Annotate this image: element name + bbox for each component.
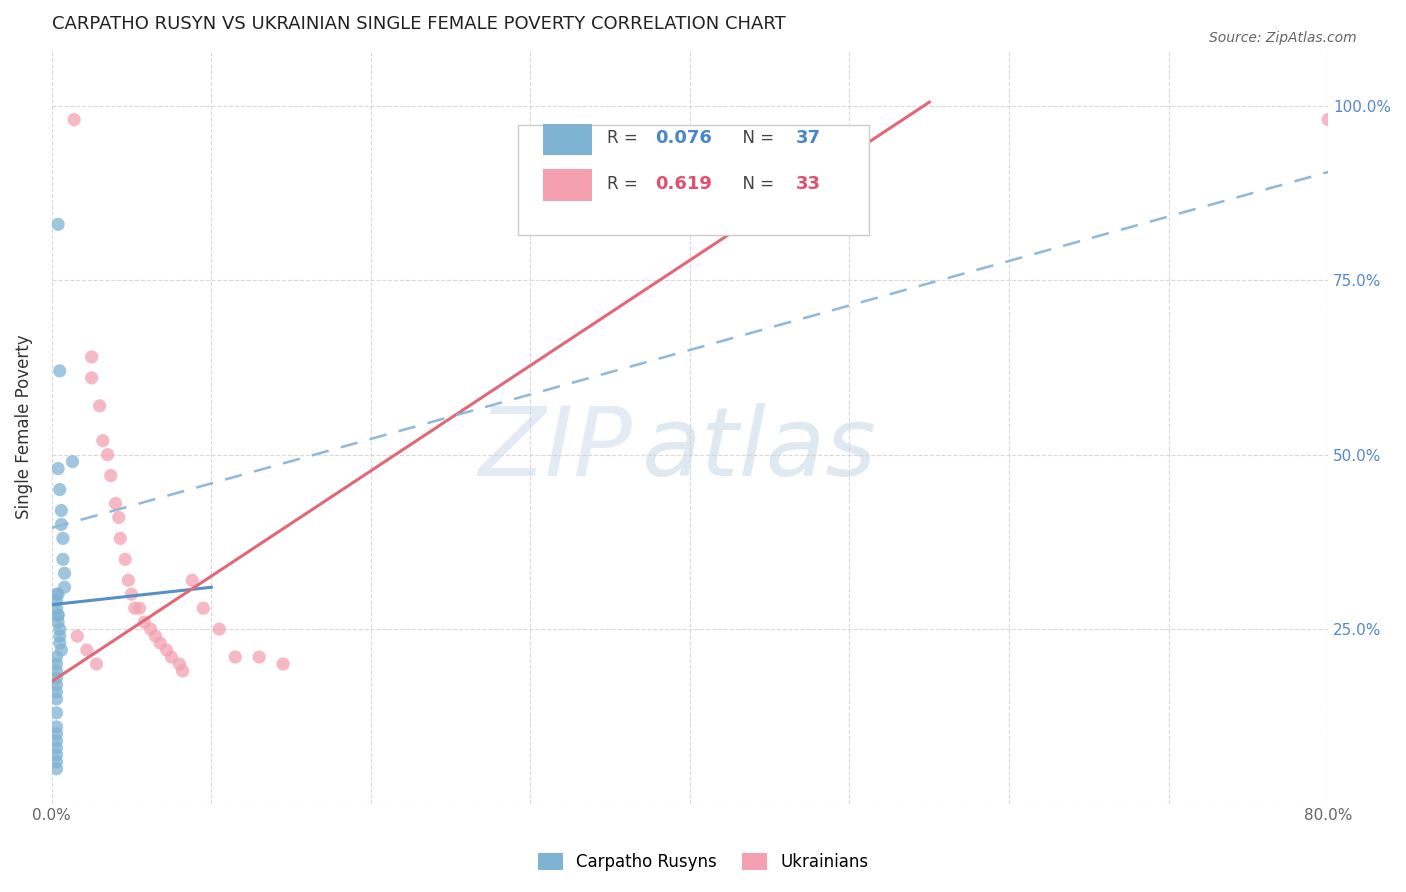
Point (134, 615, 156, 629)
Point (145, 629, 167, 643)
Point (172, 664, 194, 678)
Text: 0.619: 0.619 (655, 175, 713, 193)
Point (48, 364, 70, 378)
Point (51, 643, 73, 657)
Point (45, 671, 67, 685)
Point (208, 622, 231, 636)
Point (62, 455, 84, 469)
Point (66, 629, 89, 643)
Point (51, 503, 73, 517)
Point (80, 350, 103, 364)
Point (91, 434, 114, 448)
Point (160, 650, 183, 665)
Point (45, 720, 67, 734)
Text: ZIP: ZIP (478, 403, 633, 496)
Point (121, 587, 143, 601)
Point (48, 483, 70, 497)
Point (45, 747, 67, 762)
Point (45, 657, 67, 671)
Point (100, 468, 122, 483)
Point (46, 461, 69, 475)
Text: Source: ZipAtlas.com: Source: ZipAtlas.com (1209, 31, 1357, 45)
Point (51, 517, 73, 532)
Point (45, 727, 67, 741)
Point (117, 574, 139, 588)
Point (46, 608, 69, 623)
Point (48, 629, 70, 643)
Point (52, 552, 75, 566)
FancyBboxPatch shape (517, 125, 869, 235)
Point (45, 664, 67, 678)
Point (139, 622, 162, 636)
Bar (543, 169, 592, 201)
Bar (543, 124, 592, 155)
Text: 33: 33 (796, 175, 821, 193)
Point (52, 532, 75, 546)
Point (193, 601, 215, 615)
Y-axis label: Single Female Poverty: Single Female Poverty (15, 334, 32, 519)
Text: CARPATHO RUSYN VS UKRAINIAN SINGLE FEMALE POVERTY CORRELATION CHART: CARPATHO RUSYN VS UKRAINIAN SINGLE FEMAL… (52, 15, 786, 33)
Point (45, 678, 67, 692)
Point (53, 566, 76, 581)
Point (45, 762, 67, 776)
Point (169, 657, 191, 671)
Point (86, 657, 108, 671)
Point (128, 601, 150, 615)
Point (149, 636, 172, 650)
Point (271, 657, 294, 671)
Point (46, 587, 69, 601)
Point (46, 608, 69, 623)
Text: R =: R = (607, 175, 643, 193)
Point (104, 496, 127, 510)
Point (107, 510, 129, 524)
Point (45, 594, 67, 608)
Point (45, 733, 67, 747)
Point (46, 217, 69, 231)
Point (45, 740, 67, 755)
Point (48, 636, 70, 650)
Text: atlas: atlas (641, 403, 876, 496)
Point (45, 650, 67, 665)
Point (45, 755, 67, 769)
Point (89, 399, 111, 413)
Point (53, 580, 76, 594)
Text: N =: N = (733, 129, 779, 147)
Point (45, 692, 67, 706)
Point (45, 685, 67, 699)
Point (124, 601, 146, 615)
Point (63, 112, 86, 127)
Point (45, 601, 67, 615)
Point (48, 622, 70, 636)
Point (247, 650, 270, 665)
Point (1317, 112, 1340, 127)
Point (76, 643, 98, 657)
Text: 0.076: 0.076 (655, 129, 713, 147)
Point (46, 615, 69, 629)
Text: 37: 37 (796, 129, 821, 147)
Point (114, 552, 136, 566)
Point (97, 448, 120, 462)
Point (181, 574, 204, 588)
Legend: Carpatho Rusyns, Ukrainians: Carpatho Rusyns, Ukrainians (530, 845, 876, 880)
Point (45, 706, 67, 720)
Point (80, 371, 103, 385)
Point (156, 643, 179, 657)
Text: R =: R = (607, 129, 643, 147)
Text: N =: N = (733, 175, 779, 193)
Point (224, 650, 246, 665)
Point (110, 532, 132, 546)
Point (45, 587, 67, 601)
